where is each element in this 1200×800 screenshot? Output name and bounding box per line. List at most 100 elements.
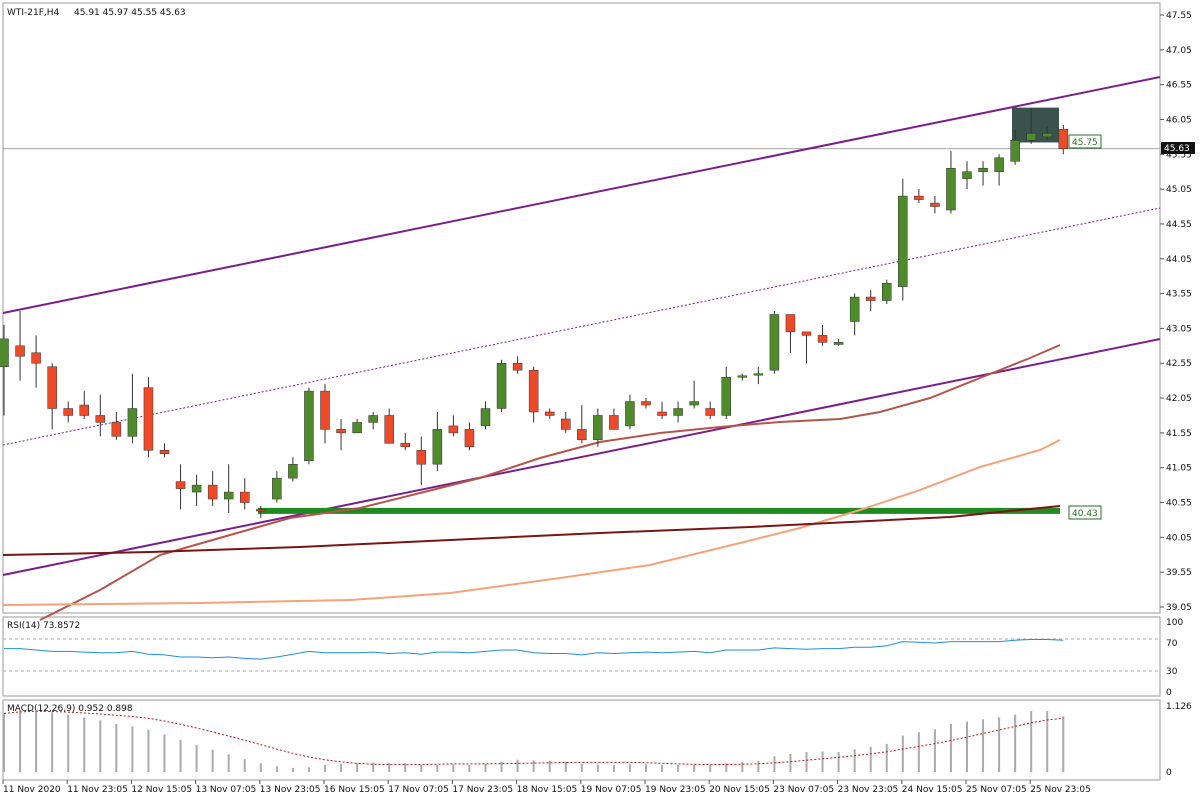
candle-body bbox=[464, 429, 475, 448]
candle-body bbox=[1010, 140, 1020, 162]
time-label: 18 Nov 15:05 bbox=[517, 785, 578, 795]
candle-body bbox=[882, 282, 892, 301]
candle-body bbox=[930, 202, 940, 207]
candle-body bbox=[95, 415, 106, 423]
macd-tick-label: 0 bbox=[1166, 768, 1172, 778]
candle-body bbox=[47, 366, 57, 409]
candle-body bbox=[159, 450, 170, 455]
time-label: 13 Nov 23:05 bbox=[260, 785, 321, 795]
candle-body bbox=[448, 425, 459, 434]
candle-body bbox=[416, 450, 427, 465]
candle-body bbox=[207, 484, 218, 500]
rsi-axis: 100 70 30 0 bbox=[1166, 618, 1183, 698]
level-low-box bbox=[1068, 505, 1102, 520]
candle-body bbox=[849, 296, 860, 322]
macd-label: MACD(12,26,9) 0.952 0.898 bbox=[7, 704, 133, 714]
candle-body bbox=[31, 352, 41, 364]
time-label: 25 Nov 23:05 bbox=[1030, 785, 1091, 795]
candle-body bbox=[898, 195, 908, 287]
candle-body bbox=[609, 415, 619, 430]
candle-body bbox=[223, 491, 234, 500]
candle-body bbox=[561, 418, 571, 430]
candle-body bbox=[994, 157, 1004, 172]
candle-body bbox=[63, 408, 73, 416]
time-label: 17 Nov 23:05 bbox=[452, 785, 513, 795]
price-tick-label: 45.55 bbox=[1166, 150, 1192, 160]
candle-body bbox=[400, 443, 410, 448]
candle-body bbox=[801, 331, 812, 336]
channel-upper-line bbox=[2, 76, 1161, 314]
rsi-tick-label: 0 bbox=[1166, 688, 1172, 698]
price-tick-label: 46.55 bbox=[1166, 81, 1192, 91]
time-label: 19 Nov 23:05 bbox=[645, 785, 706, 795]
candle-body bbox=[496, 362, 507, 409]
candle-body bbox=[111, 422, 122, 437]
candle-body bbox=[512, 362, 523, 371]
candle-body bbox=[368, 415, 378, 423]
candle-body bbox=[625, 401, 635, 427]
candle-body bbox=[641, 401, 651, 406]
main-panel-frame bbox=[2, 2, 1161, 614]
candle-body bbox=[657, 411, 667, 416]
rsi-panel-frame bbox=[2, 616, 1161, 697]
price-tick-label: 41.05 bbox=[1166, 464, 1192, 474]
time-label: 20 Nov 15:05 bbox=[709, 785, 770, 795]
candle-body bbox=[593, 415, 603, 441]
time-label: 17 Nov 07:05 bbox=[388, 785, 449, 795]
candle-body bbox=[817, 335, 828, 343]
price-tick-label: 47.55 bbox=[1166, 11, 1192, 21]
rsi-tick-label: 100 bbox=[1166, 618, 1183, 628]
candle-body bbox=[288, 463, 298, 479]
price-tick-label: 42.05 bbox=[1166, 394, 1192, 404]
candle-body bbox=[384, 415, 394, 444]
candle-body bbox=[528, 369, 539, 413]
candle-body bbox=[705, 408, 715, 416]
ma-slow-line bbox=[2, 439, 1061, 606]
price-axis: 47.55 47.05 46.55 46.05 45.55 45.05 44.55 44.05… bbox=[1160, 11, 1192, 613]
candles bbox=[0, 109, 1069, 518]
candle-body bbox=[127, 408, 138, 437]
candle-body bbox=[544, 411, 555, 416]
support-zone bbox=[258, 507, 1060, 514]
ohlc-label: 45.91 45.97 45.55 45.63 bbox=[74, 8, 186, 18]
price-tick-label: 39.55 bbox=[1166, 568, 1192, 578]
candle-body bbox=[721, 376, 731, 416]
candle-body bbox=[352, 422, 362, 434]
macd-axis: 1.126 0 bbox=[1166, 702, 1192, 778]
rsi-tick-label: 70 bbox=[1166, 639, 1178, 649]
price-tick-label: 44.05 bbox=[1166, 255, 1192, 265]
time-label: 11 Nov 23:05 bbox=[67, 785, 128, 795]
time-axis: 11 Nov 2020 11 Nov 23:05 12 Nov 15:05 13 No… bbox=[2, 780, 1091, 795]
rsi-tick-label: 30 bbox=[1166, 667, 1178, 677]
price-tick-label: 43.05 bbox=[1166, 324, 1192, 334]
price-tick-label: 44.55 bbox=[1166, 220, 1192, 230]
candle-body bbox=[320, 390, 330, 430]
level-high-box bbox=[1068, 134, 1102, 149]
time-label: 11 Nov 2020 bbox=[3, 785, 61, 795]
price-tick-label: 47.05 bbox=[1166, 46, 1192, 56]
candle-body bbox=[0, 338, 9, 367]
candle-body bbox=[79, 404, 89, 416]
candle-body bbox=[833, 342, 844, 345]
candle-body bbox=[175, 481, 186, 489]
time-label: 23 Nov 07:05 bbox=[773, 785, 834, 795]
rsi-line bbox=[4, 639, 1064, 660]
current-price-tag bbox=[1161, 142, 1195, 154]
candle-body bbox=[15, 345, 25, 357]
candle-body bbox=[753, 373, 764, 376]
rsi-label: RSI(14) 73.8572 bbox=[7, 621, 80, 631]
time-label: 19 Nov 07:05 bbox=[581, 785, 642, 795]
candle-body bbox=[962, 171, 972, 179]
candle-body bbox=[689, 401, 699, 406]
level-low-label: 40.43 bbox=[1072, 509, 1098, 519]
price-tick-label: 40.55 bbox=[1166, 499, 1192, 509]
price-tick-label: 40.05 bbox=[1166, 533, 1192, 543]
ma-fast-line bbox=[39, 344, 1061, 621]
candle-body bbox=[946, 167, 956, 211]
candle-body bbox=[256, 509, 266, 512]
symbol-label: WTI-21F,H4 bbox=[7, 8, 60, 18]
time-label: 16 Nov 15:05 bbox=[324, 785, 385, 795]
candle-body bbox=[143, 387, 154, 451]
price-tick-label: 42.55 bbox=[1166, 359, 1192, 369]
